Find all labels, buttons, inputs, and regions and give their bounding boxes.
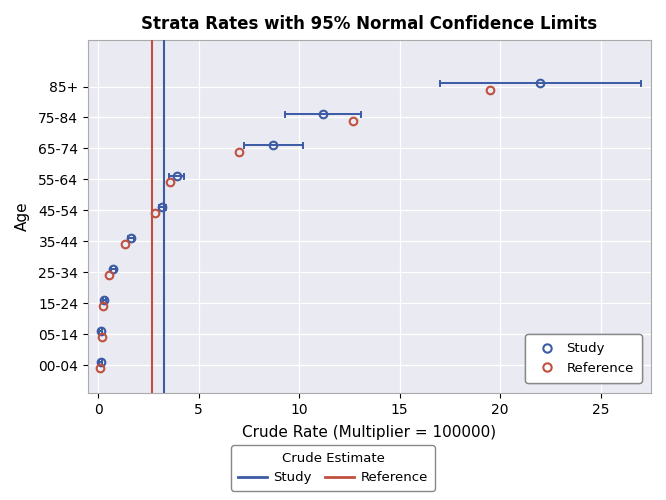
Legend: Study, Reference: Study, Reference — [525, 334, 641, 383]
Title: Strata Rates with 95% Normal Confidence Limits: Strata Rates with 95% Normal Confidence … — [141, 15, 597, 33]
Legend: Study, Reference: Study, Reference — [231, 445, 435, 491]
X-axis label: Crude Rate (Multiplier = 100000): Crude Rate (Multiplier = 100000) — [242, 425, 497, 440]
Y-axis label: Age: Age — [15, 202, 30, 232]
